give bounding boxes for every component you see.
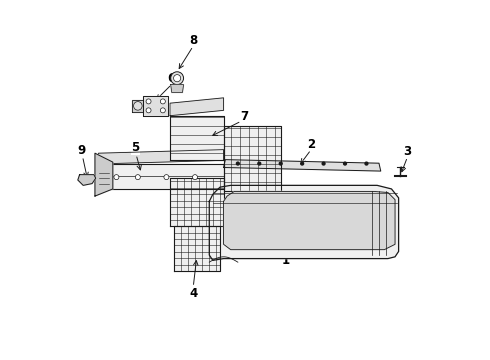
Circle shape bbox=[114, 175, 119, 180]
Polygon shape bbox=[170, 98, 223, 116]
Polygon shape bbox=[223, 192, 395, 249]
Polygon shape bbox=[170, 178, 223, 226]
Polygon shape bbox=[98, 150, 223, 164]
Circle shape bbox=[279, 162, 282, 165]
Circle shape bbox=[237, 162, 239, 165]
Circle shape bbox=[160, 99, 165, 104]
Polygon shape bbox=[173, 226, 220, 271]
Circle shape bbox=[322, 162, 325, 165]
Polygon shape bbox=[132, 100, 143, 112]
Circle shape bbox=[258, 162, 261, 165]
Polygon shape bbox=[95, 153, 113, 196]
Circle shape bbox=[343, 162, 346, 165]
Text: 8: 8 bbox=[189, 34, 197, 47]
Polygon shape bbox=[171, 85, 184, 93]
Text: 7: 7 bbox=[240, 110, 248, 123]
Text: 4: 4 bbox=[189, 287, 197, 300]
Circle shape bbox=[160, 108, 165, 113]
Text: 9: 9 bbox=[77, 144, 86, 157]
Circle shape bbox=[134, 102, 142, 110]
Polygon shape bbox=[78, 175, 96, 185]
Text: 3: 3 bbox=[403, 145, 412, 158]
Text: 2: 2 bbox=[307, 138, 315, 151]
Text: 5: 5 bbox=[131, 141, 140, 154]
Text: 6: 6 bbox=[168, 72, 176, 85]
Polygon shape bbox=[223, 159, 381, 171]
Circle shape bbox=[193, 175, 197, 180]
Circle shape bbox=[171, 72, 184, 85]
Text: 1: 1 bbox=[282, 254, 290, 267]
Circle shape bbox=[146, 99, 151, 104]
Polygon shape bbox=[143, 96, 168, 116]
Circle shape bbox=[301, 162, 304, 165]
Polygon shape bbox=[209, 185, 398, 260]
Circle shape bbox=[164, 175, 169, 180]
Circle shape bbox=[135, 175, 140, 180]
Polygon shape bbox=[170, 116, 223, 160]
Polygon shape bbox=[223, 126, 281, 191]
Circle shape bbox=[365, 162, 368, 165]
Circle shape bbox=[173, 75, 181, 82]
Polygon shape bbox=[98, 164, 223, 189]
Circle shape bbox=[146, 108, 151, 113]
